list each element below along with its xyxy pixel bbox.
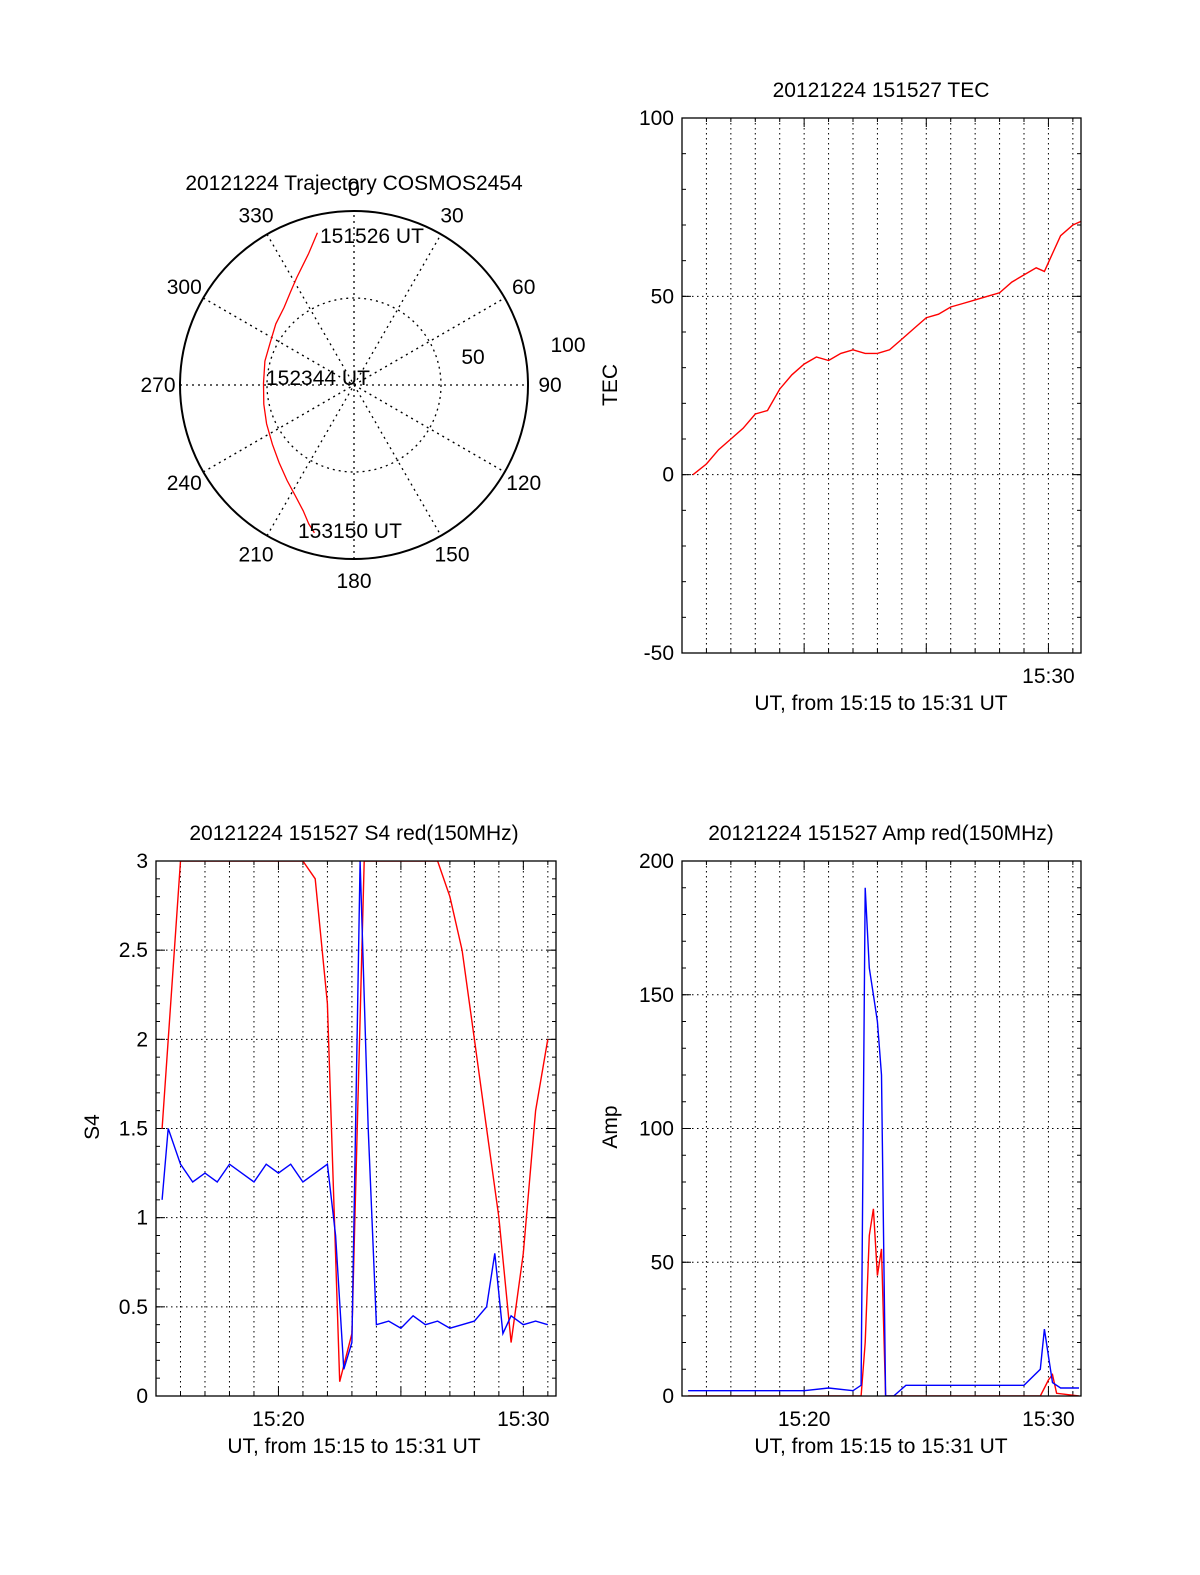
amp-ylabel: Amp [599,1105,622,1148]
polar-azimuth-label: 300 [167,276,202,299]
y-tick-label: 50 [651,285,674,308]
y-tick-label: 0 [662,464,674,487]
s4-ylabel: S4 [81,1114,104,1140]
s4-chart: 20121224 151527 S4 red(150MHz) UT, from … [81,822,557,1458]
y-tick-label: 0.5 [119,1296,148,1319]
y-tick-label: 200 [639,850,674,873]
polar-inner-circle [266,297,442,473]
tec-ylabel: TEC [599,364,622,406]
y-tick-label: 2.5 [119,939,148,962]
polar-azimuth-labels: 0 30 60 90 120 150 180 210 240 270 300 330 [140,178,561,593]
y-tick-label: 0 [662,1385,674,1408]
x-tick-label: 15:30 [497,1408,550,1431]
trajectory-line [262,232,319,534]
series-line-red [692,220,1081,476]
trajectory-series [262,232,319,534]
polar-azimuth-label: 180 [336,570,371,593]
series-line-blue [688,887,1079,1396]
polar-azimuth-label: 330 [238,204,273,227]
polar-azimuth-label: 150 [434,544,469,567]
s4-title: 20121224 151527 S4 red(150MHz) [189,822,518,845]
polar-radius-labels: 50 100 [461,334,585,369]
x-tick-label: 15:30 [1022,665,1075,688]
polar-azimuth-label: 240 [167,472,202,495]
y-tick-label: 150 [639,984,674,1007]
series-line-red [161,861,549,1382]
polar-azimuth-label: 60 [512,276,535,299]
y-tick-label: 2 [136,1028,148,1051]
annotation-end-time: 153150 UT [298,520,402,543]
polar-grid [179,210,529,560]
y-tick-label: 50 [651,1251,674,1274]
amp-xlabel: UT, from 15:15 to 15:31 UT [754,1435,1007,1458]
annotation-mid-time: 152344 UT [266,367,370,390]
polar-radius-label: 100 [550,334,585,357]
tec-plot-area: 100 50 0 -50 15:30 [639,107,1082,688]
y-tick-label: 100 [639,107,674,130]
tec-title: 20121224 151527 TEC [773,79,990,102]
s4-plot-area: 3 2.5 2 1.5 1 0.5 0 15:20 15:30 [119,850,557,1431]
plot-frame [155,860,557,1397]
polar-azimuth-label: 30 [440,204,463,227]
annotation-start-time: 151526 UT [320,225,424,248]
y-tick-label: 1.5 [119,1118,148,1141]
amp-plot-area: 200 150 100 50 0 15:20 15:30 [639,850,1082,1431]
x-tick-label: 15:20 [778,1408,831,1431]
tec-xlabel: UT, from 15:15 to 15:31 UT [754,692,1007,715]
plot-frame [681,860,1082,1397]
polar-azimuth-label: 120 [506,472,541,495]
y-tick-label: 100 [639,1118,674,1141]
amp-title: 20121224 151527 Amp red(150MHz) [708,822,1054,845]
polar-azimuth-label: 270 [140,374,175,397]
x-tick-label: 15:20 [252,1408,305,1431]
polar-azimuth-label: 0 [348,178,360,201]
tec-chart: 20121224 151527 TEC UT, from 15:15 to 15… [599,79,1082,715]
series-line-blue [161,861,548,1370]
polar-title: 20121224 Trajectory COSMOS2454 [185,172,523,195]
polar-azimuth-label: 210 [238,544,273,567]
amp-chart: 20121224 151527 Amp red(150MHz) UT, from… [599,822,1082,1458]
y-tick-label: -50 [644,642,674,665]
plot-frame [681,117,1082,654]
y-tick-label: 3 [136,850,148,873]
polar-azimuth-label: 90 [538,374,561,397]
polar-radius-label: 50 [461,346,484,369]
x-tick-label: 15:30 [1022,1408,1075,1431]
y-tick-label: 0 [136,1385,148,1408]
y-tick-label: 1 [136,1207,148,1230]
trajectory-polar-plot: 20121224 Trajectory COSMOS2454 0 30 60 90 12… [140,172,585,593]
s4-xlabel: UT, from 15:15 to 15:31 UT [227,1435,480,1458]
polar-spoke [266,233,442,537]
